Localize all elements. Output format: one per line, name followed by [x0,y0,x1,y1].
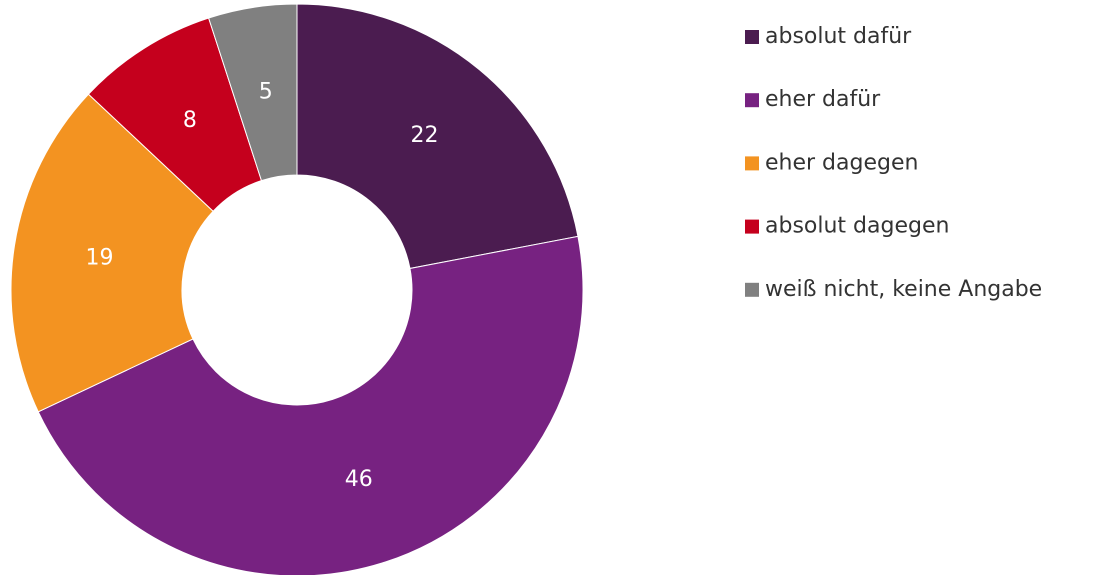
legend-label: absolut dagegen [765,214,949,239]
data-label: 46 [345,467,373,492]
legend-label: weiß nicht, keine Angabe [765,277,1042,302]
data-label: 19 [85,246,113,271]
data-label: 5 [259,79,273,104]
data-label: 22 [410,123,438,148]
donut-slice [37,235,584,575]
donut-slice [296,3,579,270]
legend-swatch [745,156,759,171]
data-label: 8 [183,108,197,133]
legend-label: eher dafür [765,87,881,112]
legend-swatch [745,93,759,108]
legend-swatch [745,30,759,44]
donut-slice [207,3,298,182]
legend-label: eher dagegen [765,150,918,175]
donut-slice [10,93,214,413]
legend-swatch [745,219,759,234]
legend-swatch [745,282,759,297]
legend-label: absolut dafür [765,24,912,49]
